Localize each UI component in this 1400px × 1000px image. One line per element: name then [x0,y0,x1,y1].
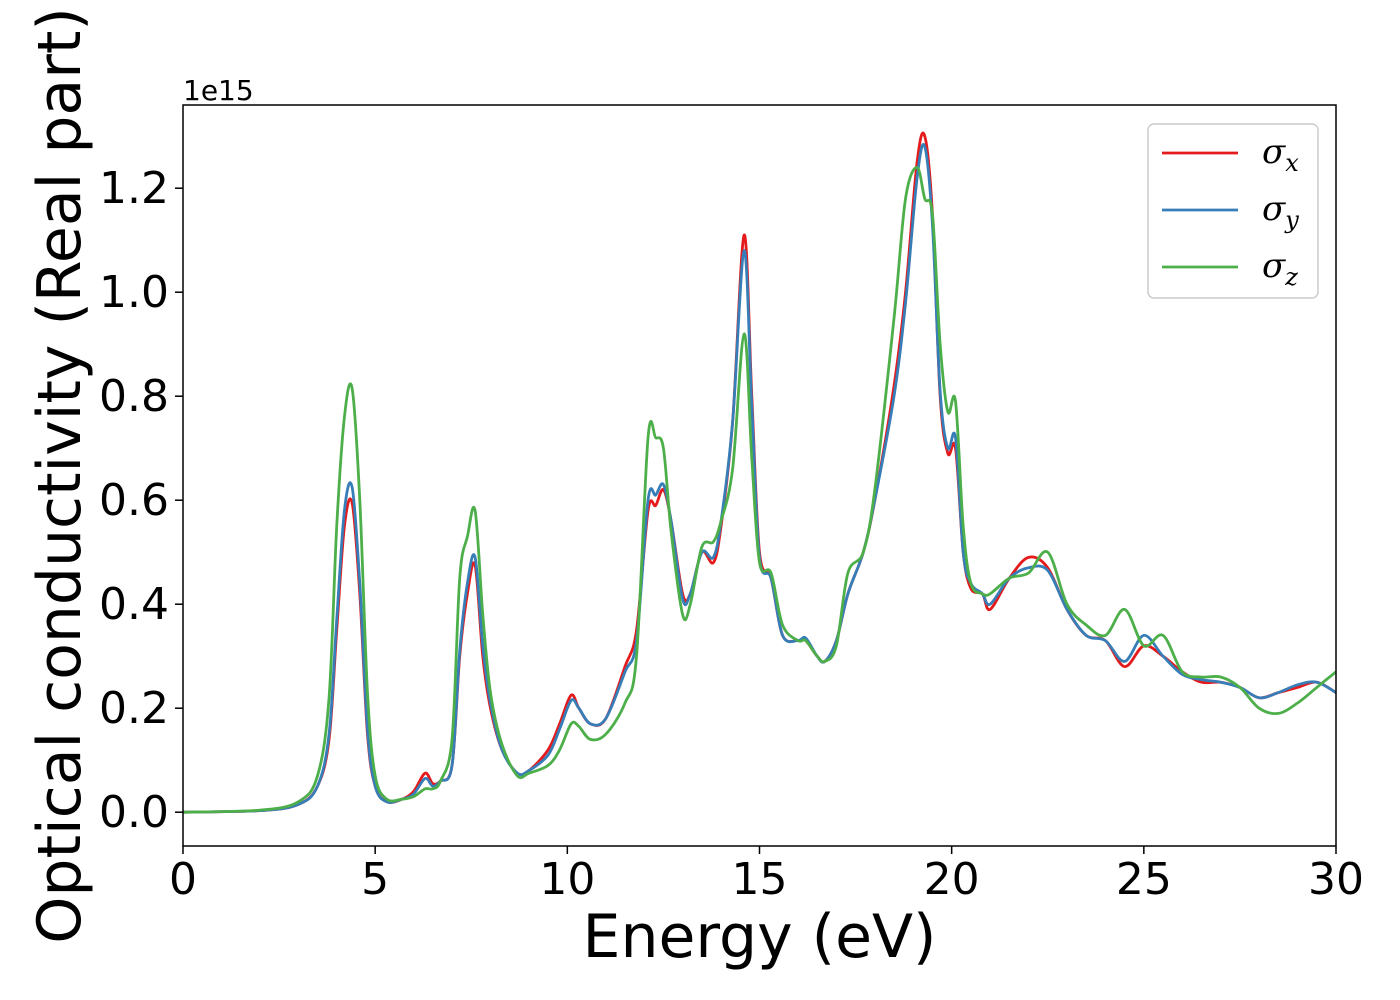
y-tick-label: 0.0 [99,787,169,838]
x-tick-label: 25 [1116,854,1172,905]
legend-label-z: σz [1262,246,1298,291]
y-axis: 0.0 0.2 0.4 0.6 0.8 1.0 1.2 [99,163,183,838]
y-tick-label: 1.0 [99,267,169,318]
x-axis: 0 5 10 15 20 25 30 [169,846,1364,905]
x-tick-label: 15 [732,854,788,905]
x-tick-label: 5 [361,854,389,905]
series-layer [183,131,1336,814]
series-line-z [183,166,1336,814]
x-tick-label: 10 [539,854,595,905]
y-tick-label: 0.2 [99,683,169,734]
y-tick-label: 1.2 [99,163,169,214]
y-tick-label: 0.4 [99,579,169,630]
x-axis-title: Energy (eV) [583,902,937,972]
legend: σx σy σz [1147,123,1319,299]
y-axis-title: Optical conductivity (Real part) [25,7,95,944]
legend-label-x: σx [1262,132,1299,177]
y-offset-label: 1e15 [183,74,254,107]
x-tick-label: 20 [924,854,980,905]
y-tick-label: 0.6 [99,475,169,526]
legend-label-y: σy [1262,189,1299,234]
series-line-y [183,143,1336,814]
y-tick-label: 0.8 [99,371,169,422]
x-tick-label: 0 [169,854,197,905]
x-tick-label: 30 [1308,854,1364,905]
